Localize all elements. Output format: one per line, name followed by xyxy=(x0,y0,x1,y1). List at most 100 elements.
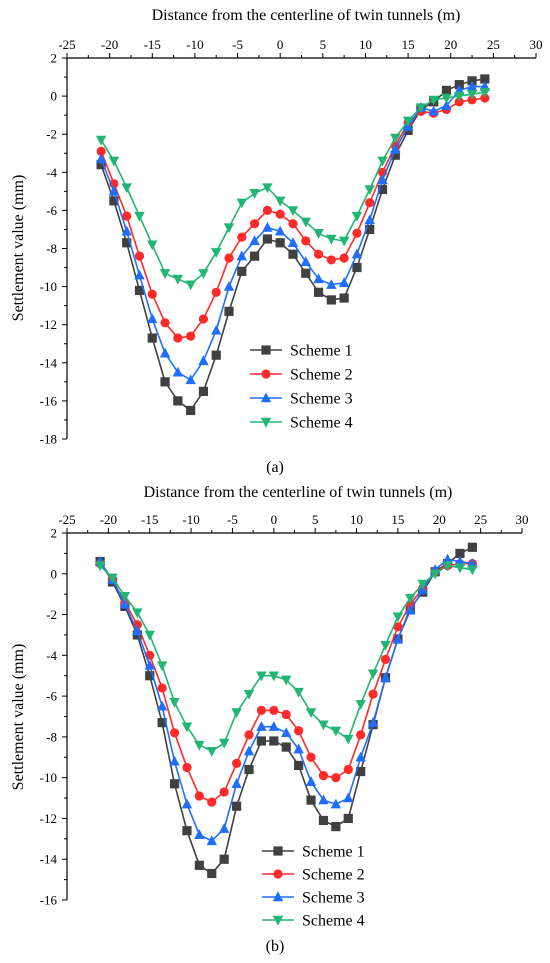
data-point-3-a xyxy=(121,225,132,236)
data-point-1-b xyxy=(269,736,279,746)
data-point-3-b xyxy=(194,829,205,839)
data-point-3-a xyxy=(466,80,478,91)
chart-panel-a: Distance from the centerline of twin tun… xyxy=(10,7,543,476)
legend-a: Scheme 1 Scheme 2 Scheme 3 Scheme 4 xyxy=(250,343,353,432)
data-point-4-a xyxy=(466,89,478,100)
data-point-3-b xyxy=(231,778,242,788)
x-tick-label-b: -25 xyxy=(58,512,75,527)
y-axis-title-b: Settlement value (mm) xyxy=(10,644,27,791)
data-point-3-b xyxy=(218,823,230,833)
y-tick-label-b: -6 xyxy=(46,689,57,704)
data-point-2-b xyxy=(256,705,267,715)
x-tick-label-a: 15 xyxy=(402,37,415,52)
legend-label-1-a: Scheme 1 xyxy=(290,343,353,360)
data-point-4-a xyxy=(121,183,132,194)
data-point-1-a xyxy=(134,285,145,296)
data-point-1-b xyxy=(194,860,204,870)
data-point-2-a xyxy=(262,205,272,215)
data-point-1-a xyxy=(109,196,119,206)
data-point-3-a xyxy=(428,105,439,116)
data-point-4-b xyxy=(281,675,292,686)
data-point-4-b xyxy=(256,671,267,682)
data-point-3-b xyxy=(318,794,329,805)
data-point-2-a xyxy=(352,228,362,238)
data-point-2-b xyxy=(157,683,167,693)
data-point-1-a xyxy=(352,262,362,273)
data-point-3-a xyxy=(390,143,401,154)
data-point-4-a xyxy=(479,88,491,98)
data-point-4-a xyxy=(185,280,196,291)
y-tick-label-a: -2 xyxy=(46,127,57,142)
data-point-1-b xyxy=(169,779,180,789)
y-tick-label-b: -14 xyxy=(40,852,58,867)
data-point-3-a xyxy=(441,100,452,110)
y-tick-label-b: -8 xyxy=(46,729,57,744)
data-point-1-a xyxy=(262,234,272,244)
data-point-2-b xyxy=(182,762,192,773)
data-point-4-b xyxy=(343,734,354,745)
data-point-4-b xyxy=(392,612,404,623)
y-tick-label-a: -14 xyxy=(40,355,58,370)
data-point-4-b xyxy=(355,700,366,710)
data-point-2-a xyxy=(134,251,145,261)
chart-panel-b: Distance from the centerline of twin tun… xyxy=(10,484,529,955)
data-point-3-a xyxy=(274,225,286,236)
data-point-4-a xyxy=(338,236,350,247)
data-point-2-a xyxy=(250,219,260,229)
data-point-2-b xyxy=(306,752,316,762)
data-point-4-b xyxy=(318,720,329,731)
data-point-1-a xyxy=(224,306,234,316)
data-point-4-a xyxy=(351,211,363,222)
data-point-3-b xyxy=(169,755,180,766)
data-point-3-b xyxy=(256,721,267,731)
data-point-3-a xyxy=(108,185,120,196)
data-point-4-b xyxy=(243,689,255,700)
data-point-3-a xyxy=(300,256,311,267)
data-point-2-b xyxy=(219,787,229,797)
x-tick-label-a: -25 xyxy=(58,37,75,52)
data-point-1-a xyxy=(326,295,336,305)
data-point-4-a xyxy=(364,185,375,196)
legend-marker-1-a xyxy=(261,345,271,355)
data-point-4-b xyxy=(367,669,379,680)
panel-label-b: (b) xyxy=(266,938,285,955)
data-point-2-b xyxy=(393,622,403,632)
data-point-4-a xyxy=(428,95,439,106)
data-point-4-b xyxy=(107,573,118,584)
data-point-4-b xyxy=(442,561,453,572)
data-point-3-b xyxy=(132,625,143,636)
data-point-1-b xyxy=(182,826,192,836)
data-point-3-a xyxy=(249,235,260,246)
x-tick-label-b: -15 xyxy=(141,512,158,527)
legend-label-4-b: Scheme 4 xyxy=(302,913,365,930)
legend-marker-2-a xyxy=(261,369,271,379)
data-point-2-b xyxy=(231,758,242,768)
data-point-4-b xyxy=(467,565,478,576)
data-point-2-a xyxy=(480,93,490,103)
panel-label-a: (a) xyxy=(266,459,284,476)
data-point-4-b xyxy=(417,579,428,590)
data-point-3-b xyxy=(330,798,342,809)
data-point-2-b xyxy=(380,654,391,665)
data-point-1-a xyxy=(480,74,490,84)
plot-area-b xyxy=(94,542,478,879)
x-tick-label-a: -15 xyxy=(144,37,161,52)
x-tick-label-a: -20 xyxy=(101,37,118,52)
legend-item-4-b: Scheme 4 xyxy=(262,913,365,930)
data-point-2-b xyxy=(269,705,279,715)
data-point-3-a xyxy=(172,366,184,377)
series-4-a xyxy=(95,88,491,291)
data-point-2-a xyxy=(173,333,183,343)
data-point-2-a xyxy=(96,146,106,156)
data-point-1-b xyxy=(356,766,366,777)
x-tick-label-a: 30 xyxy=(530,37,543,52)
series-3-b xyxy=(94,553,478,846)
x-tick-label-b: -5 xyxy=(227,512,238,527)
legend-label-4-a: Scheme 4 xyxy=(290,415,353,432)
data-point-4-a xyxy=(95,135,107,146)
legend-label-1-b: Scheme 1 xyxy=(302,844,365,861)
data-point-1-a xyxy=(147,333,157,343)
data-point-3-b xyxy=(206,835,217,846)
y-tick-label-b: 0 xyxy=(51,566,58,581)
data-point-3-a xyxy=(313,273,324,284)
